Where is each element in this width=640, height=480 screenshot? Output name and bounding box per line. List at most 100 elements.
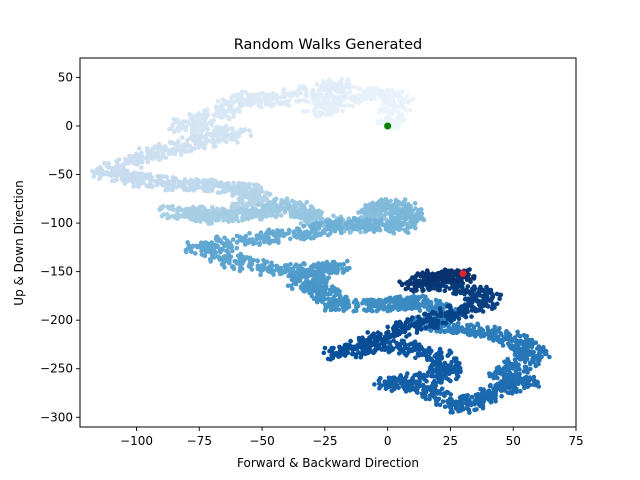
walk-point [447, 348, 453, 354]
walk-point [294, 90, 300, 95]
walk-point [370, 341, 375, 347]
walk-point [251, 257, 256, 263]
walk-point [320, 292, 325, 297]
walk-point [482, 289, 488, 295]
walk-point [357, 87, 363, 92]
walk-point [527, 382, 532, 388]
walk-point [370, 93, 375, 98]
chart-title: Random Walks Generated [234, 37, 422, 53]
walk-point [479, 327, 485, 333]
walk-point [223, 138, 229, 144]
walk-point [201, 141, 207, 147]
walk-point [531, 374, 537, 380]
walk-point [490, 328, 496, 333]
walk-point [522, 346, 527, 351]
walk-point [255, 258, 260, 264]
walk-point [173, 148, 178, 154]
walk-point [379, 88, 384, 94]
walk-point [185, 212, 190, 218]
walk-point [488, 287, 494, 293]
walk-point [500, 384, 506, 390]
walk-point [106, 165, 111, 170]
walk-point [312, 111, 318, 117]
walk-point [379, 106, 385, 111]
walk-point [356, 100, 362, 105]
walk-point [342, 103, 348, 108]
walk-point [234, 245, 240, 251]
walk-point [486, 304, 491, 309]
walk-point [446, 400, 451, 406]
walk-point [321, 96, 327, 101]
walk-point [413, 216, 419, 222]
walk-point [329, 287, 335, 293]
walk-point [332, 228, 338, 234]
walk-point [354, 227, 360, 232]
walk-point [402, 342, 408, 348]
walk-point [203, 116, 208, 122]
walk-point [214, 124, 220, 130]
walk-point [399, 99, 404, 105]
walk-point [399, 377, 405, 382]
walk-point [405, 317, 410, 322]
walk-point [425, 347, 431, 353]
walk-point [330, 269, 336, 274]
walk-point [412, 284, 418, 290]
walk-point [529, 344, 535, 350]
walk-point [335, 264, 340, 270]
walk-point [523, 335, 529, 341]
walk-point [449, 397, 454, 402]
walk-point [285, 267, 290, 273]
walk-point [365, 338, 370, 344]
walk-point [417, 303, 422, 308]
walk-point [493, 396, 498, 401]
walk-point [414, 211, 420, 217]
walk-point [109, 173, 114, 179]
walk-point [222, 265, 227, 270]
walk-point [328, 307, 334, 313]
walk-point [204, 184, 209, 189]
walk-point [325, 224, 331, 230]
walk-point [302, 98, 307, 103]
walk-point [266, 268, 272, 274]
walk-point [186, 148, 191, 154]
walk-point [199, 248, 204, 254]
walk-point [508, 344, 514, 350]
walk-point [253, 206, 258, 212]
walk-point [148, 153, 153, 158]
walk-point [413, 355, 418, 361]
walk-point [203, 134, 208, 140]
walk-point [121, 177, 127, 183]
walk-point [258, 272, 263, 278]
walk-point [276, 240, 281, 245]
walk-point [379, 300, 385, 306]
walk-point [380, 222, 386, 228]
walk-point [189, 145, 194, 151]
walk-point [484, 284, 489, 290]
walk-point [296, 228, 301, 234]
walk-point [277, 270, 283, 276]
walk-point [237, 260, 243, 265]
walk-point [527, 360, 533, 366]
walk-point [171, 129, 177, 135]
walk-point [229, 137, 235, 142]
walk-point [203, 210, 209, 215]
walk-point [366, 86, 371, 91]
walk-point [279, 200, 285, 205]
walk-point [403, 378, 409, 384]
walk-point [396, 109, 402, 115]
walk-point [136, 155, 141, 160]
walk-point [139, 154, 145, 159]
walk-point [248, 186, 254, 192]
walk-point [498, 331, 504, 336]
walk-point [425, 297, 430, 303]
walk-point [382, 334, 388, 340]
walk-point [429, 384, 435, 389]
walk-point [407, 279, 412, 284]
walk-point [408, 98, 414, 103]
walk-point [225, 108, 231, 114]
walk-point [436, 396, 442, 402]
walk-point [451, 402, 456, 408]
walk-point [239, 254, 245, 260]
walk-point [440, 320, 446, 326]
walk-point [211, 139, 217, 144]
